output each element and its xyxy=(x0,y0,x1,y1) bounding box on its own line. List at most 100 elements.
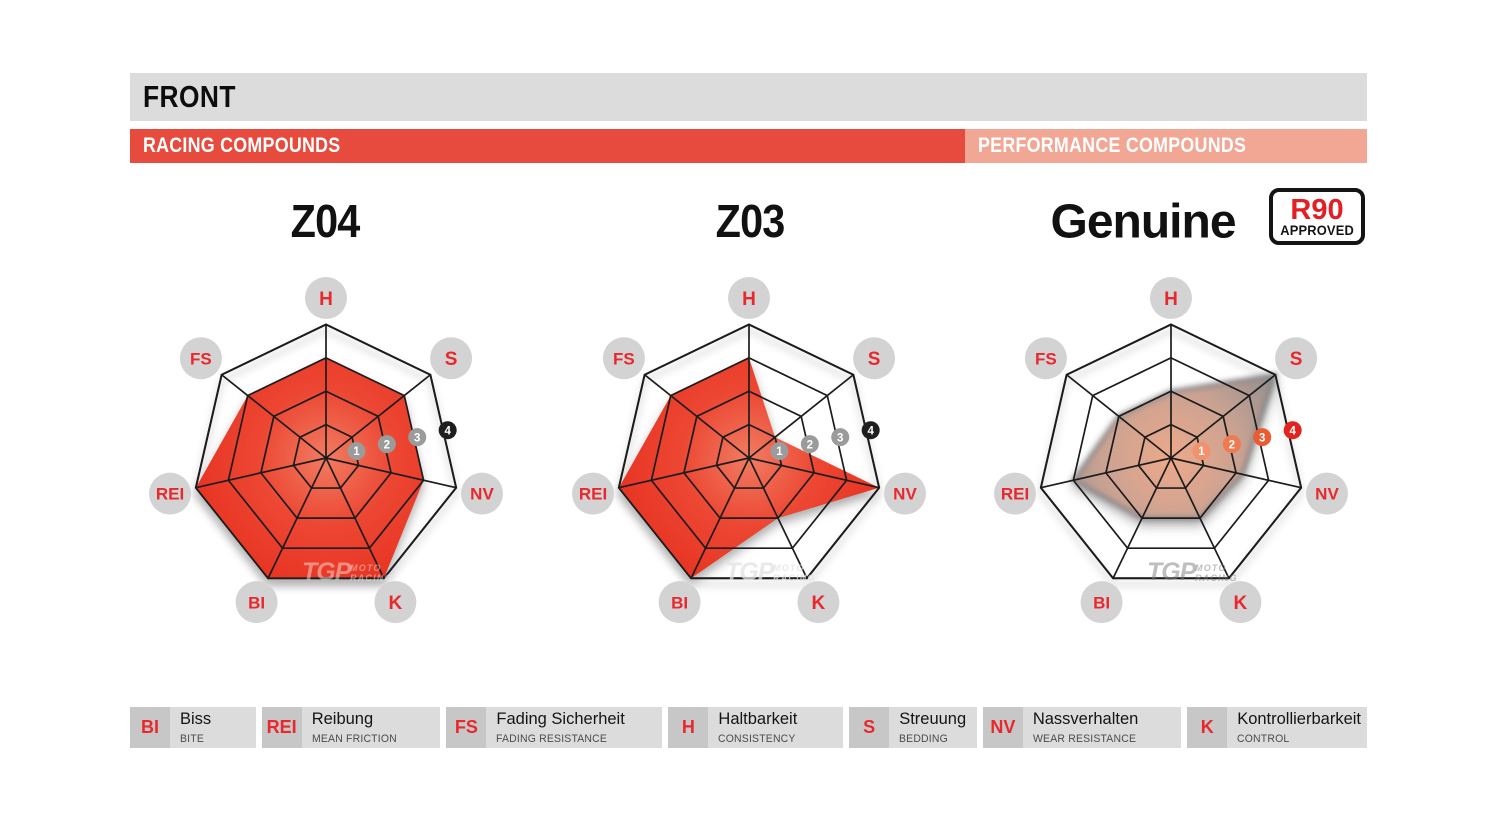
scale-marker-4: 4 xyxy=(1283,421,1302,440)
svg-text:2: 2 xyxy=(807,439,813,451)
scale-marker-4: 4 xyxy=(861,421,880,440)
legend-item-h: H Haltbarkeit CONSISTENCY xyxy=(668,707,844,748)
chart-title-z03: Z03 xyxy=(715,195,786,247)
legend-en-k: CONTROL xyxy=(1237,733,1290,745)
svg-text:2: 2 xyxy=(384,439,390,451)
performance-compounds-band: PERFORMANCE COMPOUNDS xyxy=(965,129,1367,163)
svg-text:BI: BI xyxy=(1093,593,1110,612)
legend-en-s: BEDDING xyxy=(899,733,949,745)
racing-compounds-band: RACING COMPOUNDS xyxy=(130,129,965,163)
axis-label-fs: FS xyxy=(602,337,645,380)
svg-text:RACING: RACING xyxy=(1195,573,1238,583)
svg-text:TGP: TGP xyxy=(725,558,775,586)
axis-label-rei: REI xyxy=(149,472,192,515)
svg-text:TGP: TGP xyxy=(302,558,352,586)
svg-text:MOTO: MOTO xyxy=(350,563,382,573)
legend-en-rei: MEAN FRICTION xyxy=(311,733,397,745)
radar-data-polygon-z04 xyxy=(195,357,424,579)
radar-chart-genuine: TGP MOTO RACING 1 2 3 4 H S NV K BI REI FS xyxy=(981,268,1361,648)
axis-label-nv: NV xyxy=(883,472,926,515)
svg-text:4: 4 xyxy=(1289,425,1296,437)
racing-compounds-label: RACING COMPOUNDS xyxy=(143,134,341,157)
svg-text:2: 2 xyxy=(1229,439,1235,451)
legend-de-s: Streuung xyxy=(899,710,967,728)
svg-text:TGP: TGP xyxy=(1147,558,1197,586)
svg-text:H: H xyxy=(1164,289,1178,310)
svg-text:RACING: RACING xyxy=(773,573,816,583)
axis-label-nv: NV xyxy=(460,472,503,515)
svg-text:H: H xyxy=(742,289,756,310)
legend-en-h: CONSISTENCY xyxy=(718,733,796,745)
svg-text:S: S xyxy=(868,349,881,370)
legend-abbr-h: H xyxy=(668,707,709,748)
radar-web xyxy=(194,323,458,580)
performance-compounds-label: PERFORMANCE COMPOUNDS xyxy=(978,134,1247,157)
svg-text:K: K xyxy=(812,593,826,614)
legend-item-fs: FS Fading Sicherheit FADING RESISTANCE xyxy=(446,707,663,748)
svg-text:1: 1 xyxy=(776,446,783,458)
legend-de-fs: Fading Sicherheit xyxy=(496,710,625,728)
svg-text:REI: REI xyxy=(156,485,184,504)
svg-text:FS: FS xyxy=(190,349,212,368)
svg-text:4: 4 xyxy=(444,425,451,437)
legend-abbr-s: S xyxy=(849,707,890,748)
svg-text:NV: NV xyxy=(893,485,917,504)
svg-text:REI: REI xyxy=(579,485,607,504)
svg-text:1: 1 xyxy=(1198,446,1205,458)
axis-label-rei: REI xyxy=(572,472,615,515)
legend-abbr-k: K xyxy=(1187,707,1228,748)
svg-text:REI: REI xyxy=(1001,485,1029,504)
svg-text:3: 3 xyxy=(1259,432,1265,444)
scale-marker-4: 4 xyxy=(438,421,457,440)
svg-text:1: 1 xyxy=(353,446,360,458)
svg-text:NV: NV xyxy=(1315,485,1339,504)
radar-data-polygon-genuine xyxy=(1069,371,1280,521)
legend-de-k: Kontrollierbarkeit xyxy=(1237,710,1361,728)
r90-approved-badge: R90 APPROVED xyxy=(1269,188,1365,245)
legend-item-s: S Streuung BEDDING xyxy=(849,707,977,748)
svg-text:S: S xyxy=(445,349,458,370)
chart-title-genuine: Genuine xyxy=(1050,195,1236,249)
legend-de-nv: Nassverhalten xyxy=(1032,710,1139,728)
front-header-bar: FRONT xyxy=(130,73,1367,121)
axis-label-bi: BI xyxy=(235,581,278,624)
legend-item-rei: REI Reibung MEAN FRICTION xyxy=(261,707,441,748)
axis-label-rei: REI xyxy=(994,472,1037,515)
svg-text:BI: BI xyxy=(248,593,265,612)
legend-en-bi: BITE xyxy=(180,733,204,745)
radar-chart-z04: TGP MOTO RACING 1 2 3 4 H S NV K BI REI FS xyxy=(136,268,516,648)
axis-label-s: S xyxy=(430,337,473,380)
scale-marker-1: 1 xyxy=(347,442,366,461)
svg-text:3: 3 xyxy=(414,432,420,444)
axis-label-k: K xyxy=(1219,581,1262,624)
axis-label-fs: FS xyxy=(1024,337,1067,380)
scale-marker-2: 2 xyxy=(377,435,396,454)
svg-text:K: K xyxy=(389,593,403,614)
radar-data-polygon-z03 xyxy=(618,357,880,579)
legend-en-fs: FADING RESISTANCE xyxy=(496,733,608,745)
scale-marker-3: 3 xyxy=(408,428,427,447)
scale-marker-2: 2 xyxy=(1222,435,1241,454)
approved-text: APPROVED xyxy=(1280,221,1354,238)
legend-abbr-fs: FS xyxy=(446,707,487,748)
svg-text:S: S xyxy=(1290,349,1303,370)
svg-text:FS: FS xyxy=(1035,349,1057,368)
axis-label-bi: BI xyxy=(658,581,701,624)
radar-web xyxy=(1039,323,1303,580)
axis-label-h: H xyxy=(728,277,770,319)
svg-text:FS: FS xyxy=(613,349,635,368)
legend-de-bi: Biss xyxy=(180,710,212,728)
scale-marker-1: 1 xyxy=(1192,442,1211,461)
legend: BI Biss BITE REI Reibung MEAN FRICTION F… xyxy=(130,707,1367,748)
legend-item-k: K Kontrollierbarkeit CONTROL xyxy=(1187,707,1367,748)
svg-text:MOTO: MOTO xyxy=(1195,563,1227,573)
svg-text:H: H xyxy=(319,289,333,310)
svg-text:K: K xyxy=(1234,593,1248,614)
svg-text:RACING: RACING xyxy=(350,573,393,583)
axis-label-k: K xyxy=(797,581,840,624)
scale-marker-3: 3 xyxy=(1253,428,1272,447)
